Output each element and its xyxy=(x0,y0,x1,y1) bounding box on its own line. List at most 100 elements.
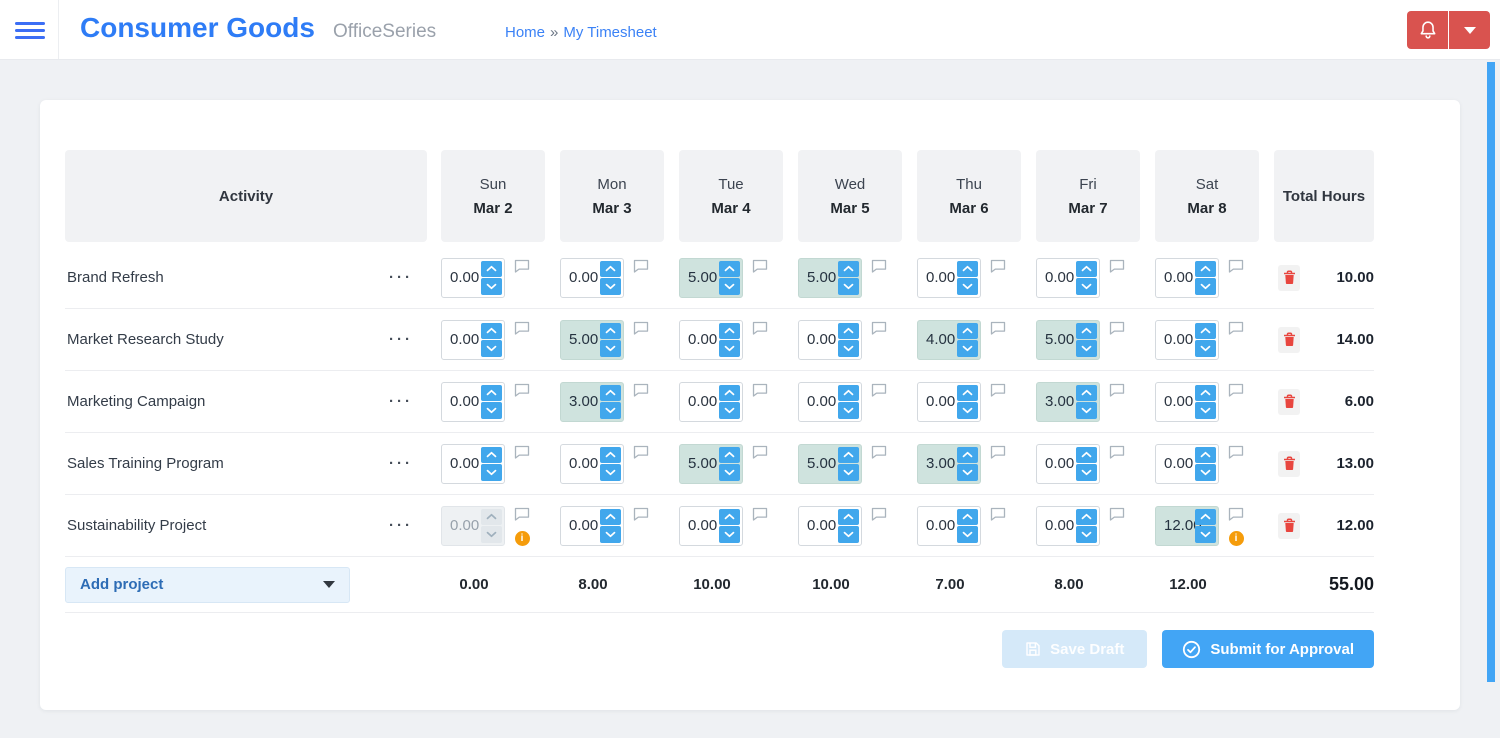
hours-input[interactable]: 4.00 xyxy=(917,319,981,360)
increment-button[interactable] xyxy=(1076,322,1097,339)
comment-icon[interactable] xyxy=(633,321,649,335)
comment-icon[interactable] xyxy=(871,259,887,273)
hours-input[interactable]: 0.00 xyxy=(917,505,981,546)
increment-button[interactable] xyxy=(719,446,740,463)
row-menu-button[interactable]: ··· xyxy=(389,266,413,289)
hours-input[interactable]: 0.00 xyxy=(1155,319,1219,360)
comment-icon[interactable] xyxy=(1228,321,1244,335)
decrement-button[interactable] xyxy=(719,402,740,419)
decrement-button[interactable] xyxy=(1195,278,1216,295)
hours-input[interactable]: 0.00 xyxy=(441,443,505,484)
comment-icon[interactable] xyxy=(633,383,649,397)
comment-icon[interactable] xyxy=(752,259,768,273)
hours-input[interactable]: 3.00 xyxy=(560,381,624,422)
hours-input[interactable]: 0.00 xyxy=(1155,443,1219,484)
row-menu-button[interactable]: ··· xyxy=(389,452,413,475)
increment-button[interactable] xyxy=(600,384,621,401)
comment-icon[interactable] xyxy=(871,383,887,397)
hours-input[interactable]: 5.00 xyxy=(560,319,624,360)
increment-button[interactable] xyxy=(600,260,621,277)
increment-button[interactable] xyxy=(1076,260,1097,277)
comment-icon[interactable] xyxy=(1109,321,1125,335)
decrement-button[interactable] xyxy=(719,526,740,543)
delete-row-button[interactable] xyxy=(1278,450,1300,477)
decrement-button[interactable] xyxy=(838,526,859,543)
increment-button[interactable] xyxy=(957,446,978,463)
comment-icon[interactable] xyxy=(514,259,530,273)
decrement-button[interactable] xyxy=(1076,340,1097,357)
hours-input[interactable]: 0.00 xyxy=(1155,381,1219,422)
delete-row-button[interactable] xyxy=(1278,264,1300,291)
decrement-button[interactable] xyxy=(1195,402,1216,419)
comment-icon[interactable] xyxy=(990,383,1006,397)
decrement-button[interactable] xyxy=(600,402,621,419)
breadcrumb-current-link[interactable]: My Timesheet xyxy=(563,24,657,41)
increment-button[interactable] xyxy=(838,508,859,525)
hours-input[interactable]: 5.00 xyxy=(798,443,862,484)
increment-button[interactable] xyxy=(719,508,740,525)
comment-icon[interactable] xyxy=(633,445,649,459)
decrement-button[interactable] xyxy=(838,464,859,481)
hours-input[interactable]: 0.00 xyxy=(1036,257,1100,298)
increment-button[interactable] xyxy=(719,322,740,339)
decrement-button[interactable] xyxy=(838,278,859,295)
hours-input[interactable]: 0.00 xyxy=(917,257,981,298)
delete-row-button[interactable] xyxy=(1278,326,1300,353)
comment-icon[interactable] xyxy=(1109,507,1125,521)
comment-icon[interactable] xyxy=(1228,445,1244,459)
add-project-select[interactable]: Add project xyxy=(65,566,350,603)
increment-button[interactable] xyxy=(719,260,740,277)
comment-icon[interactable] xyxy=(752,507,768,521)
increment-button[interactable] xyxy=(1195,260,1216,277)
increment-button[interactable] xyxy=(838,384,859,401)
hours-input[interactable]: 0.00 xyxy=(679,505,743,546)
increment-button[interactable] xyxy=(481,446,502,463)
increment-button[interactable] xyxy=(481,260,502,277)
hours-input[interactable]: 3.00 xyxy=(917,443,981,484)
decrement-button[interactable] xyxy=(481,402,502,419)
hours-input[interactable]: 5.00 xyxy=(679,257,743,298)
decrement-button[interactable] xyxy=(719,340,740,357)
decrement-button[interactable] xyxy=(1076,278,1097,295)
decrement-button[interactable] xyxy=(600,340,621,357)
increment-button[interactable] xyxy=(600,322,621,339)
hours-input[interactable]: 5.00 xyxy=(1036,319,1100,360)
hours-input[interactable]: 0.00 xyxy=(1036,443,1100,484)
decrement-button[interactable] xyxy=(957,402,978,419)
comment-icon[interactable] xyxy=(1109,259,1125,273)
increment-button[interactable] xyxy=(1076,446,1097,463)
decrement-button[interactable] xyxy=(600,278,621,295)
increment-button[interactable] xyxy=(957,322,978,339)
hours-input[interactable]: 0.00 xyxy=(798,319,862,360)
hours-input[interactable]: 3.00 xyxy=(1036,381,1100,422)
hours-input[interactable]: 5.00 xyxy=(798,257,862,298)
increment-button[interactable] xyxy=(1195,446,1216,463)
delete-row-button[interactable] xyxy=(1278,512,1300,539)
decrement-button[interactable] xyxy=(957,278,978,295)
comment-icon[interactable] xyxy=(990,259,1006,273)
comment-icon[interactable] xyxy=(990,507,1006,521)
breadcrumb-home-link[interactable]: Home xyxy=(505,24,546,41)
hours-input[interactable]: 0.00 xyxy=(679,381,743,422)
comment-icon[interactable] xyxy=(990,321,1006,335)
increment-button[interactable] xyxy=(481,384,502,401)
comment-icon[interactable] xyxy=(1228,259,1244,273)
decrement-button[interactable] xyxy=(719,464,740,481)
comment-icon[interactable] xyxy=(871,321,887,335)
comment-icon[interactable] xyxy=(633,507,649,521)
hours-input[interactable]: 0.00 xyxy=(679,319,743,360)
save-draft-button[interactable]: Save Draft xyxy=(1002,630,1148,668)
comment-icon[interactable] xyxy=(752,383,768,397)
decrement-button[interactable] xyxy=(481,278,502,295)
increment-button[interactable] xyxy=(719,384,740,401)
decrement-button[interactable] xyxy=(957,464,978,481)
decrement-button[interactable] xyxy=(1076,402,1097,419)
decrement-button[interactable] xyxy=(957,340,978,357)
comment-icon[interactable] xyxy=(514,321,530,335)
decrement-button[interactable] xyxy=(838,402,859,419)
hours-input[interactable]: 0.00 xyxy=(560,257,624,298)
hours-input[interactable]: 12.00 xyxy=(1155,505,1219,546)
comment-icon[interactable] xyxy=(514,383,530,397)
row-menu-button[interactable]: ··· xyxy=(389,514,413,537)
increment-button[interactable] xyxy=(1076,508,1097,525)
